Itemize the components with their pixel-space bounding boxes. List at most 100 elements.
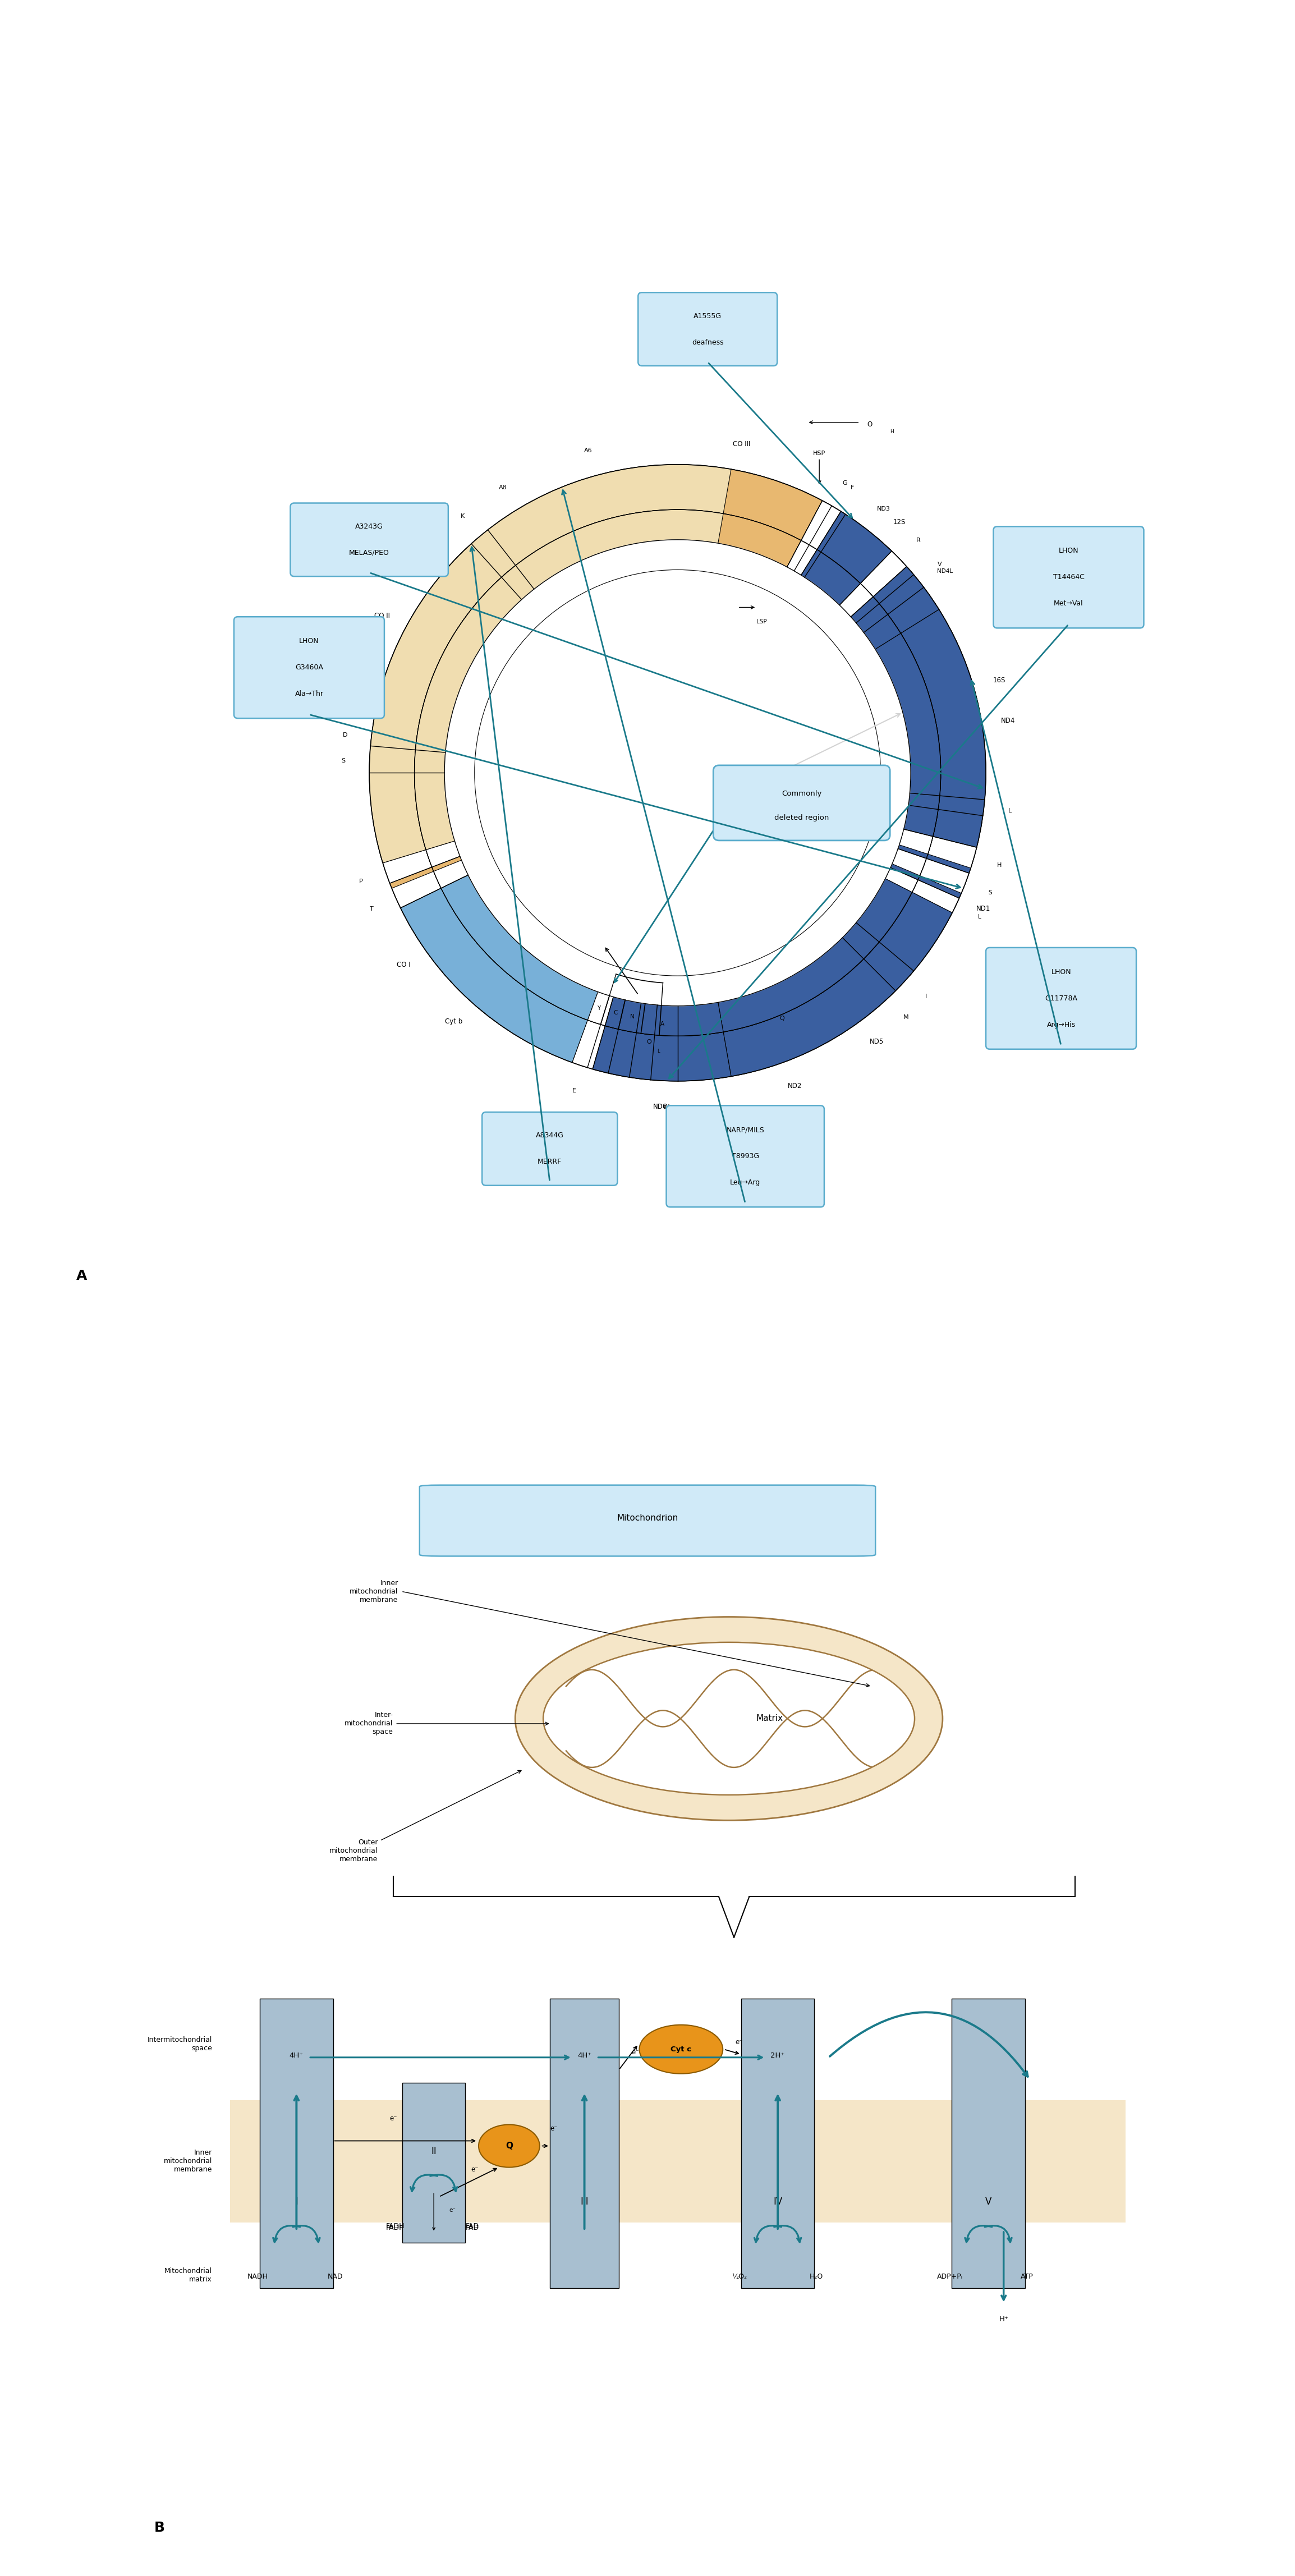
Text: 16S: 16S: [993, 677, 1005, 685]
Wedge shape: [724, 891, 952, 1077]
Text: A6: A6: [584, 448, 592, 453]
Text: ND6: ND6: [653, 1103, 667, 1110]
Text: M: M: [903, 1015, 909, 1020]
Text: L: L: [1009, 809, 1011, 814]
Wedge shape: [821, 515, 914, 603]
Wedge shape: [442, 876, 598, 1020]
Wedge shape: [572, 1020, 605, 1069]
Text: e⁻: e⁻: [471, 2166, 478, 2174]
Text: O: O: [646, 1038, 651, 1046]
Text: H₂O: H₂O: [809, 2272, 824, 2280]
Text: ADP+Pᵢ: ADP+Pᵢ: [936, 2272, 962, 2280]
FancyBboxPatch shape: [290, 502, 448, 577]
Text: HSP: HSP: [813, 451, 825, 456]
Wedge shape: [892, 848, 926, 876]
Wedge shape: [879, 809, 983, 971]
Text: CO I: CO I: [396, 961, 411, 969]
Text: 4H⁺: 4H⁺: [289, 2053, 303, 2058]
Text: ND4: ND4: [1001, 716, 1015, 724]
Wedge shape: [650, 510, 802, 567]
Wedge shape: [677, 971, 879, 1082]
Wedge shape: [901, 611, 985, 848]
Wedge shape: [635, 1033, 655, 1079]
Text: Cyt c: Cyt c: [671, 2045, 692, 2053]
FancyBboxPatch shape: [638, 294, 777, 366]
Wedge shape: [794, 546, 821, 577]
Text: Met→Val: Met→Val: [1054, 600, 1084, 608]
Wedge shape: [929, 837, 976, 868]
Text: CO III: CO III: [733, 440, 750, 448]
Text: ND2: ND2: [787, 1082, 802, 1090]
FancyBboxPatch shape: [667, 1105, 824, 1208]
Wedge shape: [938, 796, 984, 817]
Text: H: H: [890, 430, 894, 435]
Wedge shape: [908, 793, 940, 809]
Text: Q: Q: [505, 2141, 513, 2151]
Text: LHON: LHON: [1058, 546, 1079, 554]
Text: L: L: [658, 1048, 660, 1054]
Wedge shape: [873, 567, 939, 634]
Text: FAD: FAD: [466, 2223, 479, 2231]
Wedge shape: [875, 634, 940, 837]
Text: deleted region: deleted region: [774, 814, 829, 822]
Text: G11778A: G11778A: [1045, 994, 1077, 1002]
Wedge shape: [886, 868, 918, 891]
Text: D: D: [343, 732, 347, 737]
Text: FAD: FAD: [466, 2223, 479, 2231]
Text: 4H⁺: 4H⁺: [578, 2053, 592, 2058]
Wedge shape: [912, 881, 960, 912]
Text: ND3: ND3: [877, 507, 890, 513]
Text: H⁺: H⁺: [998, 2316, 1009, 2324]
Text: F: F: [851, 484, 855, 489]
Text: ½O₂: ½O₂: [732, 2272, 747, 2280]
Wedge shape: [414, 755, 445, 773]
Wedge shape: [659, 1005, 677, 1036]
Ellipse shape: [640, 2025, 723, 2074]
Wedge shape: [787, 541, 817, 574]
Wedge shape: [657, 1036, 677, 1082]
Text: III: III: [580, 2197, 588, 2208]
Bar: [260, 1999, 333, 2287]
Wedge shape: [614, 1030, 636, 1077]
Text: LSP: LSP: [756, 618, 767, 623]
Text: Inner
mitochondrial
membrane: Inner mitochondrial membrane: [350, 1579, 398, 1602]
Text: IV: IV: [773, 2197, 782, 2208]
Text: e⁻: e⁻: [736, 2038, 743, 2045]
Wedge shape: [623, 1002, 641, 1033]
Text: H: H: [997, 863, 1001, 868]
Text: S: S: [988, 889, 992, 896]
Text: MELAS/PEO: MELAS/PEO: [350, 549, 390, 556]
Circle shape: [474, 569, 881, 976]
Wedge shape: [641, 1005, 658, 1036]
Wedge shape: [588, 992, 614, 1025]
Circle shape: [444, 541, 910, 1005]
Text: W: W: [663, 1105, 670, 1110]
Wedge shape: [856, 603, 888, 634]
Wedge shape: [588, 992, 610, 1025]
Text: A: A: [76, 1270, 87, 1283]
Text: CO II: CO II: [374, 613, 390, 618]
Wedge shape: [717, 513, 809, 572]
Wedge shape: [864, 616, 940, 796]
Wedge shape: [605, 997, 625, 1030]
Wedge shape: [804, 551, 879, 623]
Text: Y: Y: [597, 1005, 601, 1010]
Wedge shape: [400, 889, 588, 1061]
Text: 12S: 12S: [894, 518, 905, 526]
Wedge shape: [383, 850, 431, 884]
Text: Mitochondrion: Mitochondrion: [616, 1515, 679, 1522]
Wedge shape: [856, 806, 938, 943]
Text: Ala→Thr: Ala→Thr: [295, 690, 324, 698]
Wedge shape: [802, 549, 860, 605]
Wedge shape: [860, 551, 906, 598]
Wedge shape: [593, 1025, 619, 1074]
Text: FADH: FADH: [386, 2223, 404, 2231]
Wedge shape: [802, 500, 840, 549]
Text: 2H⁺: 2H⁺: [771, 2053, 785, 2058]
Text: A3243G: A3243G: [355, 523, 383, 531]
Text: O: O: [868, 420, 873, 428]
Wedge shape: [593, 1025, 732, 1082]
Wedge shape: [888, 587, 985, 799]
Wedge shape: [416, 737, 447, 752]
Wedge shape: [809, 505, 846, 551]
